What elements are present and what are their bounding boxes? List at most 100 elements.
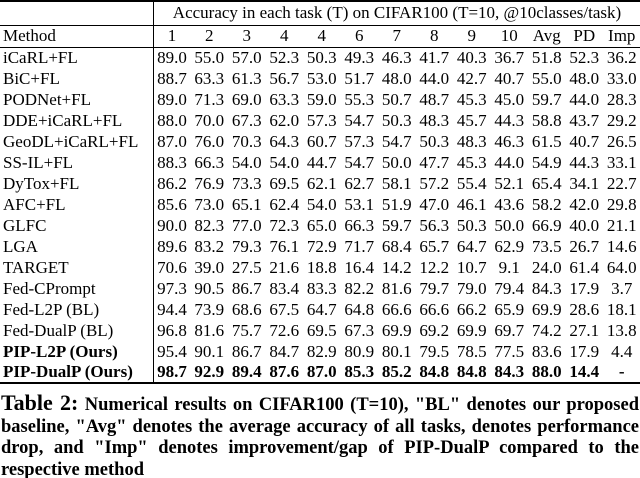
value-cell: 84.3 [531,278,562,298]
table-row: Fed-DualP (BL) 96.8 81.6 75.7 72.6 69.5 67.3 69… [0,320,640,341]
value-cell: 43.7 [569,110,600,130]
value-cell: 64.3 [269,131,300,151]
value-cell: 47.0 [419,194,450,214]
value-cell: 67.3 [344,320,375,340]
column-header-imp-13: Imp [608,26,636,45]
value-cell: 50.3 [306,47,337,67]
value-cell: 62.1 [306,173,337,193]
value-cell: 62.9 [494,236,525,256]
value-cell: 70.3 [231,131,262,151]
value-cell: 85.3 [344,362,375,381]
column-header-10-10: 10 [500,26,518,45]
value-cell: 45.0 [494,89,525,109]
method-cell: PIP-DualP (Ours) [0,362,154,383]
value-cell: 79.7 [419,278,450,298]
value-cell: 61.3 [231,68,262,88]
value-cell: 66.3 [344,215,375,235]
value-cell: 17.9 [569,278,600,298]
value-cell: 79.4 [494,278,525,298]
value-cell: 81.6 [194,320,225,340]
value-cell: 84.8 [456,362,487,381]
value-cell: 98.7 [157,362,187,381]
value-cell: 67.3 [231,110,262,130]
value-cell: 58.2 [531,194,562,214]
value-cell: 74.2 [531,320,562,340]
value-cell: 33.0 [606,68,637,88]
value-cell: 52.3 [269,47,300,67]
value-cell: 16.4 [344,257,375,277]
value-cell: 54.0 [306,194,337,214]
value-cell: 56.7 [269,68,300,88]
value-cell: 44.0 [419,68,450,88]
value-cell: 85.6 [157,194,187,214]
column-header-6-6: 6 [355,26,364,45]
value-cell: 63.3 [194,68,225,88]
column-header-3-3: 3 [242,26,252,45]
value-cell: 51.9 [381,194,412,214]
value-cell: 43.6 [494,194,525,214]
table-row: PODNet+FL 89.0 71.3 69.0 63.3 59.0 55.3 50.7 48.… [0,89,640,110]
method-cell: BiC+FL [0,68,154,89]
value-cell: 54.9 [531,152,562,172]
value-cell: 50.0 [494,215,525,235]
caption-label: Table 2: [1,390,79,415]
method-cell: PIP-L2P (Ours) [0,341,154,362]
table-group-header: Accuracy in each task (T) on CIFAR100 (T… [152,1,640,25]
value-cell: 85.2 [381,362,412,381]
value-cell: 22.7 [606,173,637,193]
method-cell: SS-IL+FL [0,152,154,173]
value-cell: 36.7 [494,47,525,67]
value-cell: 28.3 [606,89,637,109]
value-cell: 53.0 [306,68,337,88]
column-header-4-4: 4 [280,26,289,45]
value-cell: 28.6 [569,299,600,319]
table-row: AFC+FL 85.6 73.0 65.1 62.4 54.0 53.1 51.9 47.0 46… [0,194,640,215]
method-cell: iCaRL+FL [0,47,154,68]
value-cell: 3.7 [611,278,633,298]
value-cell: 46.3 [494,131,525,151]
value-cell: 81.6 [381,278,412,298]
value-cell: 86.7 [231,341,262,361]
value-cell: 75.7 [231,320,262,340]
value-cell: 33.1 [606,152,637,172]
value-cell: 40.7 [494,68,525,88]
table-row: BiC+FL 88.7 63.3 61.3 56.7 53.0 51.7 48.0 44.0 42… [0,68,640,89]
value-cell: 50.3 [419,131,450,151]
value-cell: 57.2 [419,173,450,193]
value-cell: 12.2 [419,257,450,277]
value-cell: 96.8 [157,320,187,340]
value-cell: 88.0 [531,362,562,381]
value-cell: 45.3 [456,89,487,109]
value-cell: 66.9 [531,215,562,235]
value-cell: 70.6 [157,257,187,277]
value-cell: 18.8 [306,257,337,277]
value-cell: 48.0 [569,68,600,88]
table-row: PIP-DualP (Ours) 98.7 92.9 89.4 87.6 87.0 85.3… [0,362,640,383]
value-cell: 84.3 [494,362,525,381]
value-cell: 26.7 [569,236,600,256]
value-cell: 18.1 [606,299,637,319]
value-cell: 42.7 [456,68,487,88]
caption-text: Numerical results on CIFAR100 (T=10), "B… [1,395,640,478]
value-cell: 71.3 [194,89,225,109]
value-cell: 66.2 [456,299,487,319]
value-cell: 54.0 [231,152,262,172]
method-cell: DyTox+FL [0,173,154,194]
value-cell: 13.8 [606,320,637,340]
value-cell: 54.7 [381,131,412,151]
value-cell: 41.7 [419,47,450,67]
value-cell: 26.5 [606,131,637,151]
value-cell: 92.9 [194,362,225,381]
value-cell: 79.5 [419,341,450,361]
table-row: GLFC 90.0 82.3 77.0 72.3 65.0 66.3 59.7 56.3 50.3… [0,215,640,236]
method-cell: TARGET [0,257,154,278]
column-header-1-1: 1 [167,26,177,45]
value-cell: 55.0 [194,47,225,67]
value-cell: 54.7 [344,110,375,130]
value-cell: 29.8 [606,194,637,214]
value-cell: 50.7 [381,89,412,109]
method-cell: AFC+FL [0,194,154,215]
method-cell: GeoDL+iCaRL+FL [0,131,154,152]
value-cell: 88.3 [157,152,187,172]
value-cell: 79.0 [456,278,487,298]
